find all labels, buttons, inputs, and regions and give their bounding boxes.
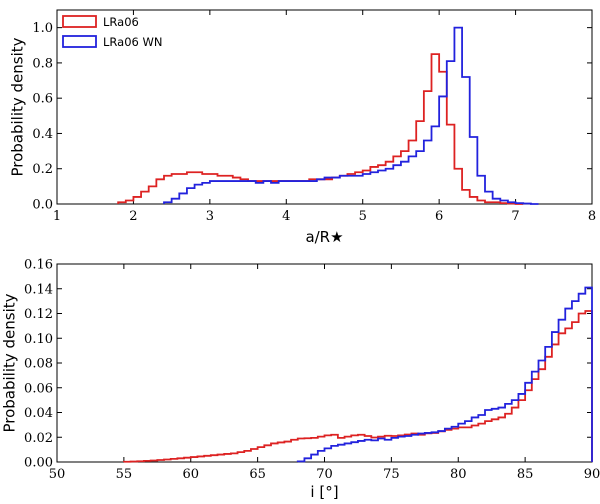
y-tick-label: 0.04 (24, 406, 53, 421)
y-tick-label: 1.0 (32, 21, 53, 36)
series-line-lra06 (122, 310, 593, 463)
series-line-lra06-wn (163, 26, 539, 205)
y-tick-label: 0.06 (24, 381, 53, 396)
x-tick-label: 6 (435, 209, 443, 224)
x-tick-label: 5 (359, 209, 367, 224)
x-tick-label: 65 (249, 467, 266, 482)
legend-label: LRa06 WN (103, 35, 162, 49)
x-axis-label: a/R★ (305, 228, 343, 246)
legend-swatch (62, 35, 97, 48)
x-tick-label: 2 (129, 209, 137, 224)
y-tick-label: 0.16 (24, 258, 53, 273)
y-tick-label: 0.8 (32, 56, 53, 71)
y-tick-label: 0.08 (24, 357, 53, 372)
legend-label: LRa06 (103, 15, 139, 29)
x-tick-label: 75 (383, 467, 400, 482)
y-axis-label: Probability density (9, 37, 27, 176)
x-tick-label: 7 (511, 209, 519, 224)
series-line-lra06-wn (296, 286, 593, 463)
y-axis-label: Probability density (1, 293, 19, 432)
y-tick-label: 0.00 (24, 456, 53, 471)
plot-frame (56, 9, 593, 205)
legend: LRa06 LRa06 WN (62, 15, 162, 49)
y-tick-label: 0.2 (32, 162, 53, 177)
x-tick-label: 85 (517, 467, 534, 482)
y-tick-label: 0.02 (24, 431, 53, 446)
y-tick-label: 0.0 (32, 198, 53, 213)
x-tick-label: 4 (282, 209, 290, 224)
x-tick-label: 60 (182, 467, 199, 482)
panel-bottom: 50 55 60 65 70 75 80 85 90 0.00 0.02 0.04 0.06 0.08 0.… (1, 258, 600, 502)
x-tick-label: 90 (584, 467, 600, 482)
y-tick-label: 0.12 (24, 307, 53, 322)
plot-frame (56, 263, 593, 463)
x-tick-label: 3 (206, 209, 214, 224)
x-tick-label: 8 (588, 209, 596, 224)
panel-top: 1 2 3 4 5 6 7 8 0.0 0.2 0.4 0.6 0.8 1.0 a/R★ Probabilit… (9, 9, 596, 246)
y-tick-label: 0.10 (24, 332, 53, 347)
x-tick-label: 55 (116, 467, 133, 482)
x-tick-label: 1 (53, 209, 61, 224)
x-tick-label: 80 (450, 467, 467, 482)
legend-swatch (62, 15, 97, 28)
y-tick-label: 0.14 (24, 282, 53, 297)
y-tick-label: 0.4 (32, 127, 53, 142)
y-tick-label: 0.6 (32, 92, 53, 107)
x-tick-label: 70 (316, 467, 333, 482)
x-axis-label: i [°] (310, 483, 338, 501)
x-tick-label: 50 (49, 467, 66, 482)
